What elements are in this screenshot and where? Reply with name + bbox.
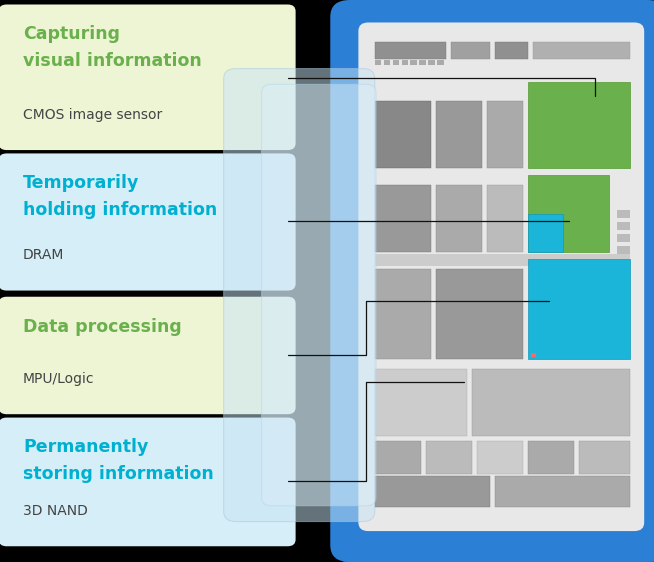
Bar [617, 318, 630, 326]
Bar [375, 477, 489, 507]
Bar [384, 60, 390, 65]
Text: DRAM: DRAM [23, 248, 64, 262]
Bar [375, 254, 630, 266]
Text: CMOS image sensor: CMOS image sensor [23, 108, 162, 122]
Bar [533, 42, 630, 59]
Bar [402, 60, 408, 65]
Bar [428, 60, 435, 65]
Bar [375, 369, 466, 436]
Bar [375, 42, 446, 59]
FancyBboxPatch shape [0, 297, 296, 414]
Bar [375, 441, 421, 474]
FancyBboxPatch shape [358, 22, 644, 531]
Bar [375, 60, 381, 65]
Bar [451, 42, 489, 59]
Bar [494, 42, 528, 59]
Bar [617, 246, 630, 254]
Bar [477, 441, 523, 474]
FancyBboxPatch shape [0, 153, 296, 291]
Text: Data processing: Data processing [23, 318, 182, 336]
Text: MPU/Logic: MPU/Logic [23, 372, 94, 386]
Text: storing information: storing information [23, 465, 214, 483]
Bar [617, 270, 630, 278]
Bar [528, 83, 630, 169]
Bar [617, 234, 630, 242]
Bar [617, 305, 630, 314]
Text: visual information: visual information [23, 52, 201, 70]
Bar [617, 282, 630, 290]
FancyBboxPatch shape [262, 84, 376, 506]
Bar [411, 60, 417, 65]
Bar [617, 222, 630, 230]
Bar [436, 185, 482, 252]
Bar [494, 477, 630, 507]
Bar [438, 60, 443, 65]
FancyBboxPatch shape [0, 4, 296, 150]
Bar [436, 269, 523, 360]
Text: holding information: holding information [23, 201, 217, 219]
Bar [531, 352, 536, 357]
Bar [617, 341, 630, 350]
Bar [487, 102, 523, 169]
FancyBboxPatch shape [0, 418, 296, 546]
Bar [528, 259, 630, 360]
FancyBboxPatch shape [330, 0, 654, 562]
Bar [528, 441, 574, 474]
Text: Capturing: Capturing [23, 25, 120, 43]
Bar [617, 293, 630, 302]
Bar [426, 441, 472, 474]
Text: 3D NAND: 3D NAND [23, 504, 88, 518]
Bar [472, 369, 630, 436]
Bar [617, 257, 630, 266]
FancyBboxPatch shape [224, 69, 375, 522]
Bar [375, 269, 431, 360]
Bar [617, 210, 630, 219]
Bar [617, 329, 630, 338]
Bar [528, 214, 564, 252]
Bar [487, 185, 523, 252]
Bar [579, 441, 630, 474]
Text: Temporarily: Temporarily [23, 174, 139, 192]
Bar [375, 185, 431, 252]
Bar [528, 175, 610, 252]
Bar [419, 60, 426, 65]
FancyBboxPatch shape [340, 6, 654, 562]
Bar [392, 60, 399, 65]
Bar [375, 102, 431, 169]
Bar [436, 102, 482, 169]
Text: Permanently: Permanently [23, 438, 148, 456]
